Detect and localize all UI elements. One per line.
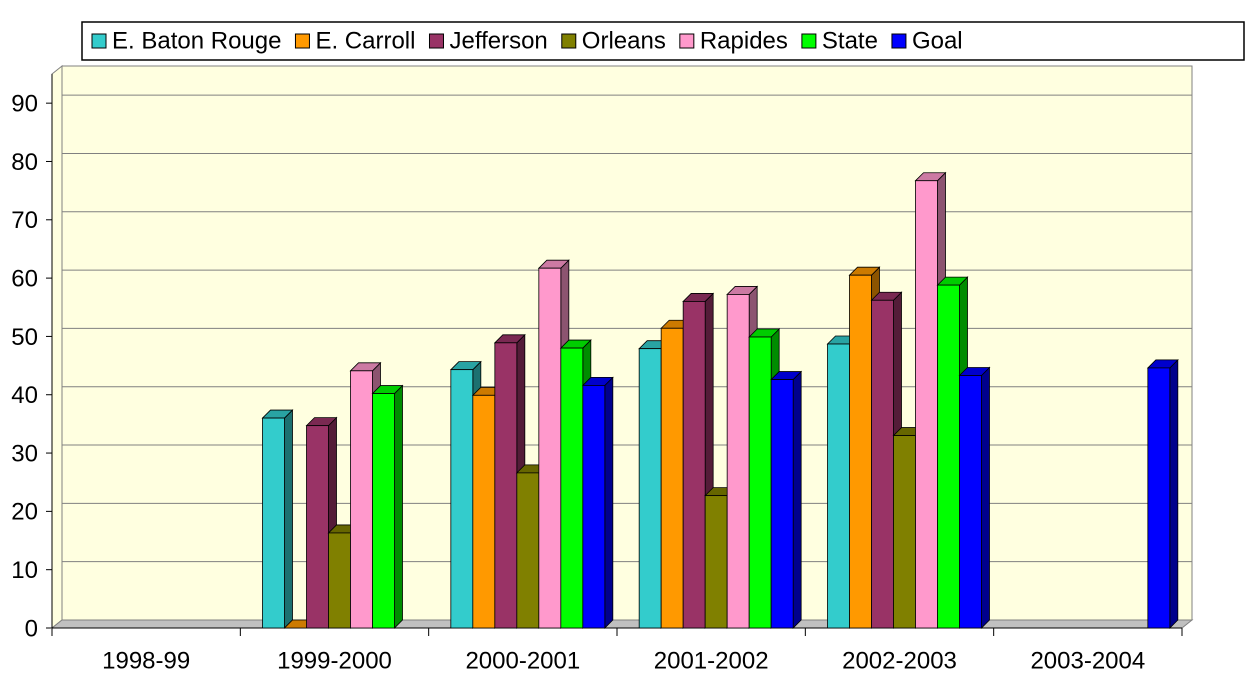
y-tick-label: 60 xyxy=(11,265,38,292)
legend-label: Goal xyxy=(912,27,963,54)
plot-wall xyxy=(61,65,1193,621)
bar xyxy=(893,435,916,629)
bar xyxy=(1147,367,1171,629)
legend-label: State xyxy=(822,27,878,54)
legend-swatch xyxy=(294,33,310,49)
bar xyxy=(472,394,496,629)
bar xyxy=(704,495,728,629)
x-tick-label: 1999-2000 xyxy=(277,647,392,674)
legend-label: E. Carroll xyxy=(315,27,415,54)
x-tick-label: 2003-2004 xyxy=(1030,647,1145,674)
y-tick-label: 50 xyxy=(11,324,38,351)
bar-side xyxy=(981,366,990,629)
bar xyxy=(726,294,750,629)
y-tick-label: 10 xyxy=(11,557,38,584)
legend-label: E. Baton Rouge xyxy=(112,27,281,54)
x-tick-label: 2001-2002 xyxy=(654,647,769,674)
bar xyxy=(682,301,706,629)
bar xyxy=(660,327,684,629)
bar xyxy=(915,180,938,629)
bar-side xyxy=(604,376,614,629)
y-tick-label: 40 xyxy=(11,382,38,409)
bar-side xyxy=(1169,358,1179,629)
bar xyxy=(516,472,540,629)
y-tick-label: 0 xyxy=(25,615,38,642)
y-tick-label: 80 xyxy=(11,149,38,176)
y-tick-label: 20 xyxy=(11,499,38,526)
y-tick-label: 70 xyxy=(11,207,38,234)
bar xyxy=(538,267,562,629)
bar xyxy=(959,375,982,629)
bar xyxy=(871,299,894,629)
bar xyxy=(494,342,518,629)
x-tick-label: 2002-2003 xyxy=(842,647,957,674)
bar-side xyxy=(394,384,403,629)
bar xyxy=(328,532,351,629)
bar xyxy=(350,370,373,629)
bar xyxy=(306,425,329,629)
bar xyxy=(748,336,772,629)
legend-swatch xyxy=(428,33,444,49)
bar xyxy=(450,369,474,629)
bar xyxy=(262,417,285,629)
bar-side xyxy=(284,409,293,629)
legend-label: Rapides xyxy=(700,27,788,54)
bar xyxy=(638,348,662,629)
legend-label: Jefferson xyxy=(449,27,547,54)
bar xyxy=(827,343,850,629)
legend-swatch xyxy=(561,33,577,49)
floor xyxy=(50,619,1194,629)
bar xyxy=(770,379,794,629)
y-tick-label: 30 xyxy=(11,440,38,467)
bar-side xyxy=(792,370,802,629)
legend-swatch xyxy=(91,33,107,49)
bar xyxy=(560,347,584,629)
legend-swatch xyxy=(679,33,695,49)
bar xyxy=(372,393,395,629)
side-wall xyxy=(51,64,63,630)
legend-box xyxy=(81,21,1245,61)
legend-label: Orleans xyxy=(582,27,666,54)
y-tick-label: 90 xyxy=(11,91,38,118)
bar xyxy=(849,274,872,629)
bar xyxy=(582,385,606,629)
x-tick-label: 1998-99 xyxy=(102,647,190,674)
legend-swatch xyxy=(801,33,817,49)
legend-swatch xyxy=(891,33,907,49)
bar xyxy=(937,284,960,629)
x-tick-label: 2000-2001 xyxy=(465,647,580,674)
